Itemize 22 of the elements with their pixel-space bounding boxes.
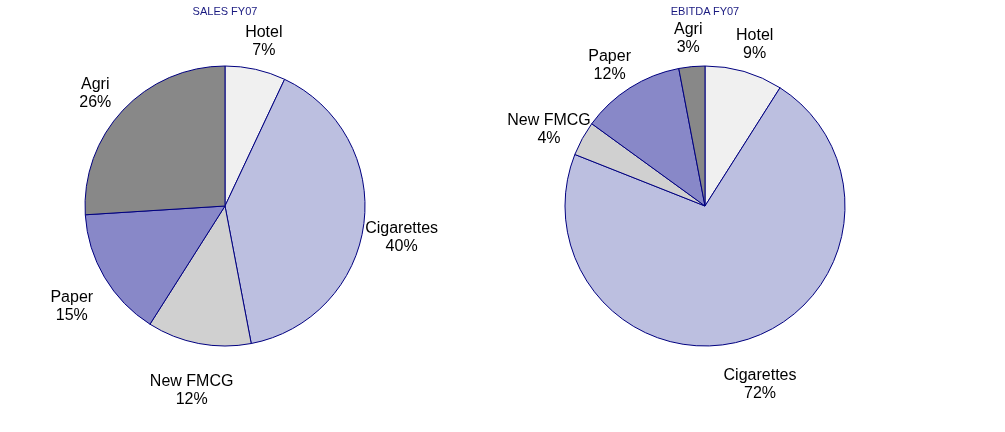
data-label: 9% [743, 44, 767, 62]
chart-title: SALES FY07 [192, 5, 258, 17]
data-label: 3% [676, 37, 700, 55]
data-label: 26% [79, 93, 112, 111]
data-label: 7% [252, 41, 276, 59]
data-label: 15% [55, 305, 88, 323]
slice-label: Hotel [245, 23, 283, 41]
data-label: 4% [537, 129, 561, 147]
slice-label: Paper [588, 46, 632, 64]
data-label: 12% [175, 389, 208, 407]
slice-label: Cigarettes [365, 219, 439, 237]
slice-label: Paper [50, 287, 94, 305]
slice-label: New FMCG [149, 371, 234, 389]
slice-label: Cigarettes [723, 366, 797, 384]
chart-title: EBITDA FY07 [670, 4, 740, 17]
data-label: 40% [385, 237, 418, 255]
slice-label: New FMCG [507, 111, 591, 129]
slice-label: Agri [674, 19, 703, 37]
slice-label: Hotel [735, 26, 774, 44]
data-label: 72% [743, 384, 777, 402]
data-label: 12% [593, 64, 626, 82]
slice-label: Agri [81, 75, 110, 93]
